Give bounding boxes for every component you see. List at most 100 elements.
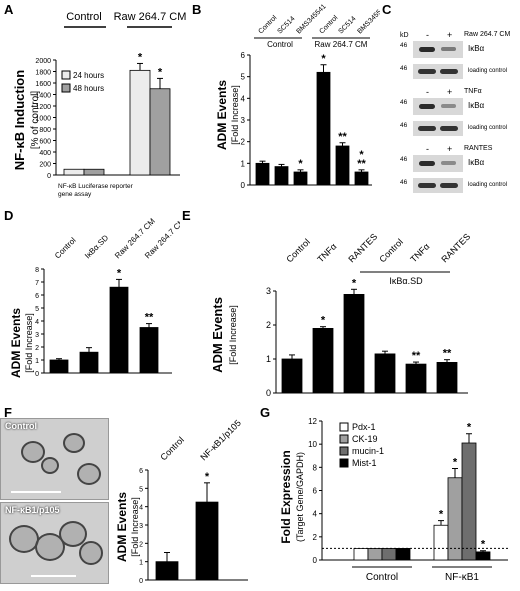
blot-2-marker-2: 46	[400, 122, 408, 129]
scale-bar	[31, 575, 76, 577]
chart-b-group-control: Control	[267, 40, 293, 49]
micrograph-nfkb-label: NF-κB1/p105	[5, 505, 60, 515]
chart-e-tick-label: 0	[266, 388, 271, 398]
chart-d-tick-label: 4	[35, 319, 39, 326]
chart-b-bar	[335, 145, 350, 186]
chart-g-legend-label: CK-19	[352, 434, 378, 444]
cell-icon	[41, 457, 59, 474]
chart-f-category-label: NF-κB1/p105	[198, 418, 243, 463]
chart-a-tick-label: 1400	[35, 93, 51, 100]
chart-a-tick-label: 1000	[35, 116, 51, 123]
chart-a-legend-48: 48 hours	[73, 84, 104, 93]
chart-g-tick-label: 0	[313, 556, 318, 565]
chart-g-ylabel2: (Target Gene/GAPDH)	[295, 452, 305, 542]
chart-f: ADM Events [Fold Increase] 0 1 2 3 4 5 6 * Con…	[115, 418, 248, 585]
chart-g-tick-label: 12	[308, 417, 317, 426]
chart-b-ylabel2: [Fold Increase]	[230, 85, 240, 145]
chart-g-significance: *	[467, 422, 472, 434]
chart-b-ylabel: ADM Events	[215, 80, 229, 150]
chart-e-tick-label: 3	[266, 286, 271, 296]
chart-g-group-label: NF-κB1	[445, 572, 479, 583]
chart-f-ylabel2: [Fold Increase]	[130, 497, 140, 557]
chart-a-tick-label: 0	[47, 173, 51, 180]
chart-b-tick-label: 0	[241, 181, 246, 190]
blot-2-loading-strip	[413, 121, 463, 136]
chart-b-category-label: Control	[257, 14, 278, 35]
blot-2-target-strip	[413, 98, 463, 115]
chart-e-category-label: Control	[377, 237, 405, 265]
blot-3-target: IκBα	[468, 158, 485, 167]
panel-c-blots: kD - + Raw 264.7 CM 46 IκBα 46 loading c…	[382, 0, 520, 205]
chart-b-bar	[274, 166, 289, 186]
blot-1-minus: -	[426, 30, 429, 40]
chart-g-legend-swatch	[339, 422, 349, 432]
chart-a-legend-48-swatch	[61, 83, 71, 93]
chart-b-bar	[293, 171, 308, 186]
chart-d-tick-label: 0	[35, 371, 39, 378]
chart-e-significance: **	[412, 350, 421, 362]
chart-g-bar	[353, 548, 369, 561]
panel-letter-b: B	[192, 2, 202, 17]
chart-e-category-label: TNFα	[315, 241, 338, 264]
chart-f-tick-label: 1	[139, 560, 143, 567]
chart-a-bar	[83, 168, 105, 176]
chart-b-group-raw: Raw 264.7 CM	[315, 40, 368, 49]
chart-e-category-label: RANTES	[346, 232, 379, 265]
chart-e-significance: *	[352, 277, 357, 289]
panel-letter-e: E	[182, 208, 191, 223]
chart-g: Fold Expression (Target Gene/GAPDH) 0 2 4 6…	[279, 417, 508, 583]
chart-g-significance: *	[439, 509, 444, 521]
chart-g-group-label: Control	[366, 572, 398, 583]
chart-b-significance: **	[338, 131, 347, 143]
chart-a-legend-24: 24 hours	[73, 71, 104, 80]
chart-d-significance: *	[117, 267, 122, 279]
chart-d-tick-label: 3	[35, 332, 39, 339]
chart-f-bar	[155, 561, 179, 581]
blot-1-loading-strip	[413, 64, 463, 79]
chart-d-ylabel2: [Fold Increase]	[24, 313, 34, 373]
chart-g-bar	[367, 548, 383, 561]
chart-b-tick-label: 4	[241, 94, 246, 103]
chart-d-category-label: Raw 264.7 CM + IκBα.SD	[143, 205, 180, 260]
chart-f-tick-label: 2	[139, 541, 143, 548]
chart-a-note-2: gene assay	[58, 191, 92, 198]
blot-3-loading-band-plus	[440, 183, 458, 188]
chart-b-significance: *	[321, 53, 326, 65]
chart-e-category-label: RANTES	[439, 232, 472, 265]
chart-a-legend-24-swatch	[61, 70, 71, 80]
chart-g-bar	[475, 551, 491, 561]
chart-d-bar	[139, 327, 159, 374]
blot-3-minus: -	[426, 144, 429, 154]
chart-g-ylabel: Fold Expression	[279, 450, 293, 543]
micrograph-nfkb: NF-κB1/p105	[0, 502, 109, 584]
blot-3-target-strip	[413, 155, 463, 172]
chart-f-significance: *	[205, 471, 210, 483]
chart-e-ylabel: ADM Events	[210, 297, 225, 373]
chart-a-bar	[129, 69, 151, 176]
chart-f-tick-label: 4	[139, 505, 143, 512]
chart-b-tick-label: 5	[241, 73, 246, 82]
chart-a-note-1: NF-κB Luciferase reporter	[58, 183, 134, 190]
chart-a-tick-label: 1200	[35, 104, 51, 111]
blot-1-band-minus	[419, 47, 435, 52]
chart-a-bar	[63, 168, 85, 176]
chart-d-category-label: IκBα.SD	[83, 233, 110, 260]
cell-icon	[21, 441, 45, 463]
blot-2-band-plus	[441, 104, 456, 108]
panel-letter-a: A	[4, 2, 14, 17]
cell-icon	[79, 541, 103, 565]
cell-icon	[59, 521, 87, 547]
chart-g-bar	[447, 477, 463, 561]
chart-d-bar	[109, 286, 129, 374]
chart-e-bar	[374, 353, 396, 394]
chart-g-significance: *	[481, 539, 486, 551]
blot-1-marker-2: 46	[400, 65, 408, 72]
chart-g-legend-swatch	[339, 458, 349, 468]
chart-b-tick-label: 2	[241, 138, 246, 147]
chart-f-tick-label: 6	[139, 468, 143, 475]
chart-f-tick-label: 5	[139, 486, 143, 493]
blot-1-target-strip	[413, 41, 463, 58]
chart-a-tick-label: 1800	[35, 70, 51, 77]
chart-d-category-label: Control	[53, 236, 78, 261]
